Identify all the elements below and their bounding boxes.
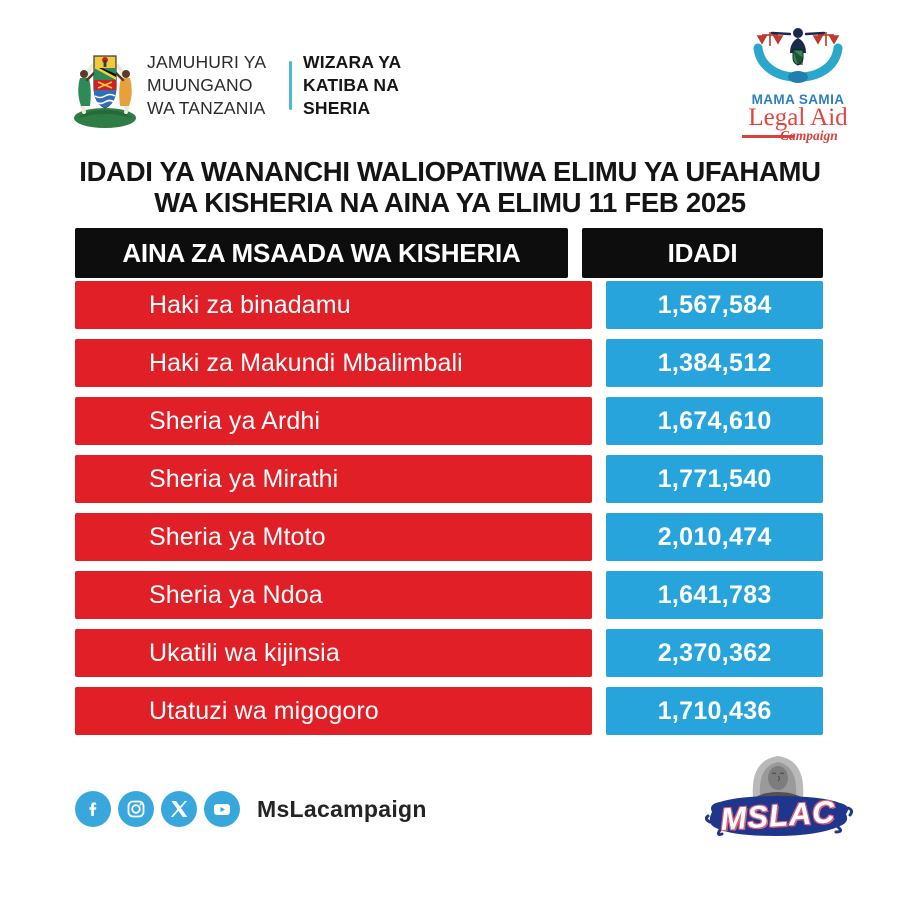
table-row: Ukatili wa kijinsia 2,370,362 [75, 629, 823, 677]
table-row: Sheria ya Ardhi 1,674,610 [75, 397, 823, 445]
mslac-logo: MSLAC [698, 746, 858, 846]
aid-type-cell: Sheria ya Ardhi [75, 397, 593, 445]
column-header-count: IDADI [582, 228, 823, 278]
tanzania-coat-of-arms-icon [74, 55, 136, 128]
page-title-line2: WA KISHERIA NA AINA YA ELIMU 11 FEB 2025 [154, 187, 746, 218]
table-row: Sheria ya Mirathi 1,771,540 [75, 455, 823, 503]
column-header-aid-type: AINA ZA MSAADA WA KISHERIA [75, 228, 568, 278]
table-row: Sheria ya Ndoa 1,641,783 [75, 571, 823, 619]
mslac-portrait-icon [704, 756, 854, 836]
count-cell: 2,010,474 [606, 513, 823, 561]
count-cell: 1,384,512 [606, 339, 823, 387]
republic-name: JAMUHURI YA MUUNGANO WA TANZANIA [147, 51, 266, 120]
table-row: Utatuzi wa migogoro 1,710,436 [75, 687, 823, 735]
x-icon [161, 791, 197, 827]
count-cell: 1,674,610 [606, 397, 823, 445]
campaign-name-tertiary-row: Campaign [728, 128, 868, 144]
instagram-icon [118, 791, 154, 827]
ministry-line1: WIZARA YA [303, 52, 402, 72]
social-bar: MsLacampaign [75, 791, 427, 827]
campaign-name-primary: MAMA SAMIA [751, 92, 845, 107]
youtube-icon [204, 791, 240, 827]
aid-type-cell: Sheria ya Mirathi [75, 455, 593, 503]
republic-line3: WA TANZANIA [147, 98, 266, 118]
ministry-line3: SHERIA [303, 98, 371, 118]
count-cell: 1,710,436 [606, 687, 823, 735]
table-header-row: AINA ZA MSAADA WA KISHERIA IDADI [75, 228, 823, 278]
count-cell: 1,641,783 [606, 571, 823, 619]
page-title: IDADI YA WANANCHI WALIOPATIWA ELIMU YA U… [0, 156, 900, 218]
campaign-underline [742, 135, 794, 138]
legal-aid-table: AINA ZA MSAADA WA KISHERIA IDADI Haki za… [75, 228, 823, 745]
brand-divider [289, 61, 292, 110]
campaign-name-secondary: Legal Aid [748, 104, 848, 131]
republic-line1: JAMUHURI YA [147, 52, 267, 72]
legal-aid-emblem-icon [753, 28, 843, 83]
facebook-icon [75, 791, 111, 827]
aid-type-cell: Haki za Makundi Mbalimbali [75, 339, 593, 387]
page-title-line1: IDADI YA WANANCHI WALIOPATIWA ELIMU YA U… [79, 156, 821, 187]
aid-type-cell: Haki za binadamu [75, 281, 593, 329]
republic-line2: MUUNGANO [147, 75, 253, 95]
count-cell: 1,567,584 [606, 281, 823, 329]
social-handle: MsLacampaign [257, 795, 427, 822]
mama-samia-legal-aid-logo: MAMA SAMIA Legal Aid Campaign [728, 26, 868, 144]
table-row: Sheria ya Mtoto 2,010,474 [75, 513, 823, 561]
aid-type-cell: Ukatili wa kijinsia [75, 629, 593, 677]
aid-type-cell: Sheria ya Ndoa [75, 571, 593, 619]
count-cell: 1,771,540 [606, 455, 823, 503]
aid-type-cell: Sheria ya Mtoto [75, 513, 593, 561]
ministry-line2: KATIBA NA [303, 75, 400, 95]
table-row: Haki za binadamu 1,567,584 [75, 281, 823, 329]
ministry-name: WIZARA YA KATIBA NA SHERIA [303, 51, 401, 120]
table-row: Haki za Makundi Mbalimbali 1,384,512 [75, 339, 823, 387]
campaign-name-tertiary: Campaign [780, 128, 838, 143]
aid-type-cell: Utatuzi wa migogoro [75, 687, 593, 735]
count-cell: 2,370,362 [606, 629, 823, 677]
